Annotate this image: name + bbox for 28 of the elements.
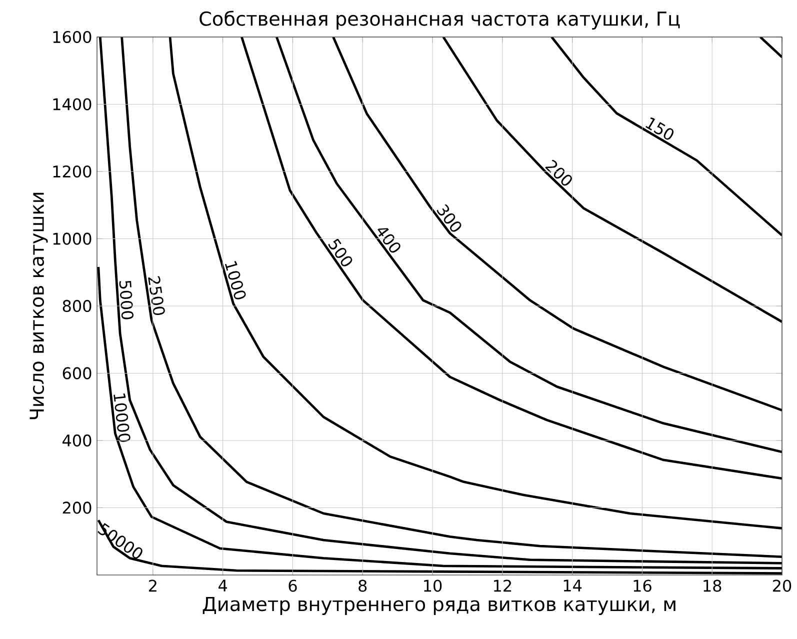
y-tick-label: 1000 bbox=[53, 232, 92, 245]
y-tick-label: 1600 bbox=[53, 30, 92, 44]
chart-title: Собственная резонансная частота катушки, Гц bbox=[200, 10, 680, 30]
x-tick-label: 14 bbox=[564, 580, 582, 592]
x-axis-title: Диаметр внутреннего ряда витков катушки, м bbox=[202, 596, 676, 615]
text: 2500 bbox=[148, 276, 165, 316]
x-tick-label: 2 bbox=[149, 580, 156, 592]
y-tick-label: 800 bbox=[62, 300, 92, 312]
x-tick-label: 6 bbox=[288, 580, 297, 592]
text: 5000 bbox=[119, 281, 134, 320]
y-tick-label: 1400 bbox=[53, 98, 92, 110]
x-tick-label: 20 bbox=[772, 580, 792, 592]
text: 400 bbox=[378, 228, 400, 253]
text: 150 bbox=[646, 117, 674, 140]
y-axis-title: Число витков катушки bbox=[30, 192, 48, 420]
y-tick-label: 600 bbox=[62, 367, 92, 380]
text: 1000 bbox=[224, 261, 246, 300]
x-tick-label: 12 bbox=[494, 580, 511, 592]
y-tick-label: 400 bbox=[62, 434, 92, 447]
y-tick-label: 200 bbox=[62, 502, 92, 514]
x-tick-label: 18 bbox=[704, 580, 722, 592]
x-tick-label: 10 bbox=[424, 580, 442, 592]
x-tick-label: 16 bbox=[634, 580, 652, 592]
x-tick-label: 8 bbox=[358, 580, 367, 592]
text: 200 bbox=[545, 160, 572, 186]
y-tick-label: 1200 bbox=[53, 165, 92, 178]
x-tick-label: 4 bbox=[218, 580, 228, 592]
text: 10000 bbox=[114, 393, 130, 442]
